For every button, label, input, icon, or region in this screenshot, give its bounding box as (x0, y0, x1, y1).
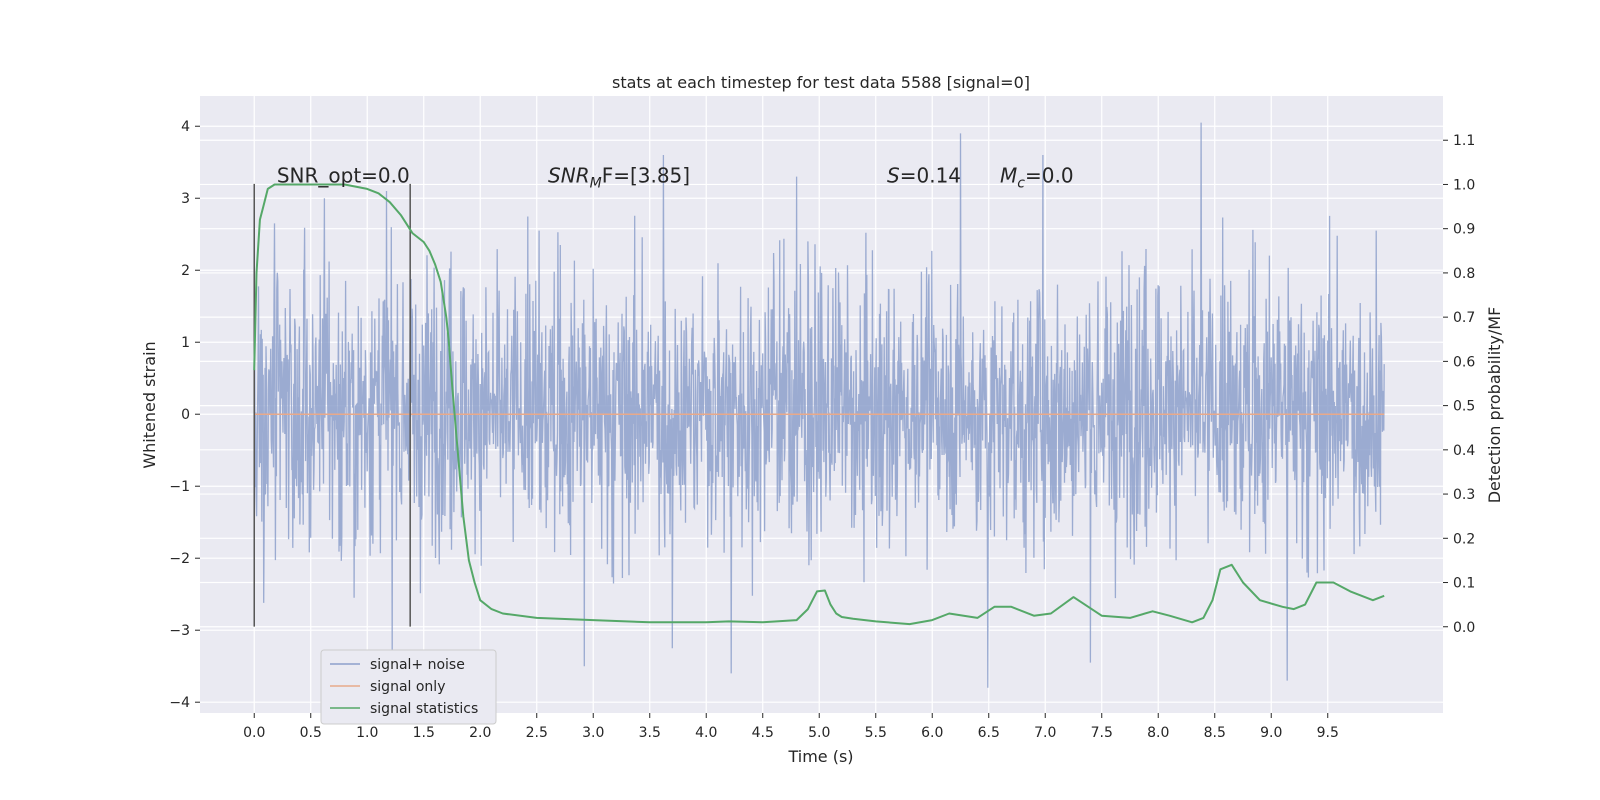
x-tick-label: 3.5 (639, 725, 661, 741)
annotation-text: SNR_opt=0.0 (277, 163, 410, 187)
x-tick-label: 7.0 (1034, 725, 1056, 741)
legend: signal+ noise signal only signal statist… (320, 649, 497, 725)
y-tick-label-right: 0.3 (1453, 487, 1475, 503)
y-axis-right: 1.1 1.0 0.9 0.8 0.7 0.6 0.5 0.4 0.3 0.2 0.1 0.0 (1443, 133, 1475, 636)
y-tick-label-right: 1.0 (1453, 177, 1475, 193)
y-tick-label-right: 0.0 (1453, 620, 1475, 636)
x-tick-label: 8.5 (1204, 725, 1226, 741)
y-tick-label: 0 (181, 407, 190, 423)
annotation-text: Mc=0.0 (1000, 163, 1074, 191)
y-tick-label-right: 0.7 (1453, 310, 1475, 326)
annotation-text: SNRMF=[3.85] (548, 163, 690, 191)
x-tick-label: 8.0 (1147, 725, 1169, 741)
y-axis: 4 3 2 1 0 −1 −2 −3 −4 (169, 119, 200, 711)
x-tick-label: 1.5 (413, 725, 435, 741)
legend-label-signal-statistics: signal statistics (370, 701, 478, 717)
x-tick-label: 6.5 (978, 725, 1000, 741)
y-tick-label: −2 (169, 551, 190, 567)
series-signal-statistics (253, 183, 1385, 626)
x-tick-label: 0.5 (300, 725, 322, 741)
y-tick-label: 3 (181, 191, 190, 207)
y-tick-label: 2 (181, 263, 190, 279)
y-tick-label-right: 0.4 (1453, 443, 1475, 459)
legend-label-signal-only: signal only (370, 679, 445, 695)
y-tick-label-right: 0.6 (1453, 354, 1475, 370)
y-tick-label: −4 (169, 695, 190, 711)
x-tick-label: 4.5 (752, 725, 774, 741)
y-tick-label: 4 (181, 119, 190, 135)
y-axis-label: Whitened strain (140, 341, 159, 468)
x-tick-label: 6.0 (921, 725, 943, 741)
y-tick-label-right: 0.9 (1453, 222, 1475, 238)
annotation-text: S=0.14 (887, 163, 961, 187)
series-signal-noise (253, 122, 1385, 688)
y-tick-label-right: 0.5 (1453, 399, 1475, 415)
x-tick-label: 7.5 (1091, 725, 1113, 741)
y-tick-label: 1 (181, 335, 190, 351)
chart-title: stats at each timestep for test data 558… (612, 73, 1030, 92)
y-tick-label-right: 1.1 (1453, 133, 1475, 149)
annotations: SNR_opt=0.0 SNRMF=[3.85] S=0.14 Mc=0.0 (277, 163, 1074, 191)
x-axis-label: Time (s) (787, 747, 853, 766)
y-tick-label-right: 0.8 (1453, 266, 1475, 282)
x-tick-label: 4.0 (695, 725, 717, 741)
legend-box (320, 649, 497, 725)
x-tick-label: 3.0 (582, 725, 604, 741)
y-tick-label: −3 (169, 623, 190, 639)
x-tick-label: 2.5 (526, 725, 548, 741)
x-tick-label: 9.5 (1317, 725, 1339, 741)
legend-label-signal-noise: signal+ noise (370, 657, 465, 673)
x-tick-label: 1.0 (356, 725, 378, 741)
y-axis-label-right: Detection probability/MF (1485, 307, 1504, 504)
x-axis: 0.0 0.5 1.0 1.5 2.0 2.5 3.0 3.5 4.0 4.5 5.0 5.5 6.0 6… (243, 713, 1339, 741)
y-tick-label-right: 0.2 (1453, 531, 1475, 547)
plot-area (253, 122, 1385, 688)
y-tick-label: −1 (169, 479, 190, 495)
x-tick-label: 0.0 (243, 725, 265, 741)
x-tick-label: 9.0 (1260, 725, 1282, 741)
x-tick-label: 2.0 (469, 725, 491, 741)
y-tick-label-right: 0.1 (1453, 576, 1475, 592)
x-tick-label: 5.0 (808, 725, 830, 741)
x-tick-label: 5.5 (865, 725, 887, 741)
